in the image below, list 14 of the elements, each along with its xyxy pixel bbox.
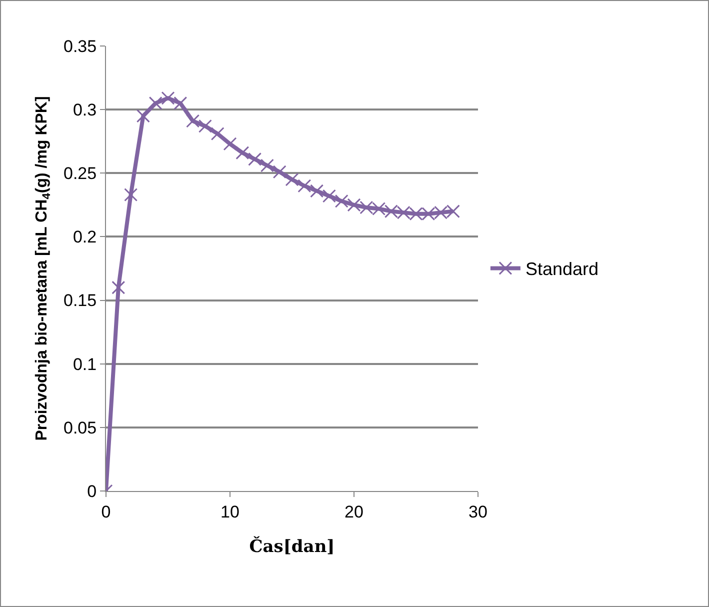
y-tick-label: 0.3 (72, 100, 97, 120)
legend-label: Standard (525, 259, 599, 280)
y-tick-label: 0.35 (64, 36, 97, 56)
x-tick-label: 30 (468, 502, 488, 522)
y-tick-label: 0 (87, 482, 97, 501)
x-axis-title: Čas[dan] (249, 536, 335, 557)
y-tick-label: 0.2 (72, 228, 97, 247)
y-tick-label: 0.1 (72, 354, 97, 374)
y-tick-label: 0.25 (64, 164, 97, 184)
x-tick-label: 10 (220, 502, 240, 522)
y-tick-label: 0.05 (64, 418, 97, 438)
x-tick-label: 20 (344, 502, 364, 522)
x-tick-label: 0 (101, 502, 111, 522)
y-tick-label: 0.15 (64, 291, 97, 310)
